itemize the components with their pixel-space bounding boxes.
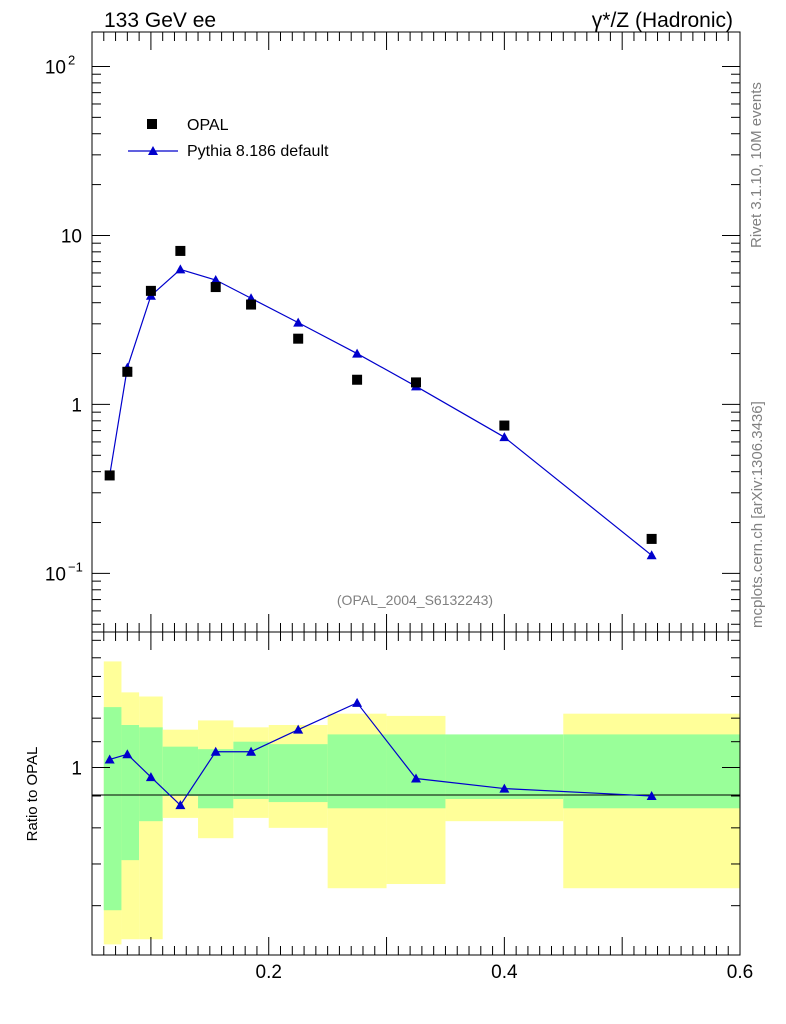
opal-point <box>122 366 133 377</box>
pythia-point <box>175 264 186 274</box>
legend-pythia-marker <box>148 146 158 155</box>
main-y-tick-exponent: −1 <box>68 559 83 574</box>
pythia-point <box>293 317 304 327</box>
ratio-x-tick-label: 0.2 <box>256 962 282 983</box>
legend-opal-marker <box>147 119 157 129</box>
opal-point <box>246 299 257 310</box>
opal-point <box>411 377 421 388</box>
legend-opal-label: OPAL <box>187 117 229 134</box>
ratio-y-axis-label: Ratio to OPAL <box>24 747 41 842</box>
opal-point <box>293 333 304 344</box>
ratio-y-tick-label: 1 <box>71 758 82 779</box>
main-series-layer <box>104 245 657 560</box>
pythia-point <box>499 432 510 442</box>
opal-point <box>499 420 510 431</box>
ratio-pythia-point <box>122 749 133 759</box>
ratio-pythia-point <box>246 746 257 756</box>
ratio-tick-labels: 0.2 0.4 0.6 1 <box>71 758 753 983</box>
opal-point <box>175 245 186 256</box>
ratio-inner-band <box>327 734 387 809</box>
analysis-id: (OPAL_2004_S6132243) <box>337 592 493 608</box>
ratio-pythia-point <box>175 800 186 810</box>
ratio-pythia-point <box>352 697 363 707</box>
ratio-pythia-point <box>104 754 115 764</box>
main-y-tick-label: 10 <box>61 226 82 247</box>
mcplots-label: mcplots.cern.ch [arXiv:1306.3436] <box>749 401 766 628</box>
ratio-panel: 0.2 0.4 0.6 1 Ratio to OPAL <box>24 631 753 983</box>
ratio-x-tick-label: 0.4 <box>491 962 518 983</box>
pythia-point <box>352 348 363 358</box>
pythia-line <box>109 268 653 556</box>
process-label: γ*/Z (Hadronic) <box>592 9 733 32</box>
ratio-bands <box>103 661 740 945</box>
legend-pythia-label: Pythia 8.186 default <box>187 143 329 160</box>
ratio-pythia-point <box>411 773 421 783</box>
ratio-x-tick-label: 0.6 <box>727 962 753 983</box>
pythia-point <box>646 550 657 560</box>
main-y-tick-exponent: 2 <box>68 52 75 67</box>
ratio-pythia-point <box>210 746 221 756</box>
opal-point <box>646 533 657 544</box>
ratio-inner-band <box>121 725 140 861</box>
ratio-series-layer <box>104 697 657 810</box>
ratio-inner-band <box>162 746 199 796</box>
ratio-axis-ticks <box>91 632 741 956</box>
ratio-pythia-point <box>145 772 156 782</box>
main-y-tick-label: 1 <box>71 395 82 416</box>
energy-label: 133 GeV ee <box>104 9 216 32</box>
ratio-pythia-point <box>293 724 304 734</box>
ratio-inner-band <box>198 749 234 809</box>
legend: OPAL Pythia 8.186 default <box>128 117 329 160</box>
ratio-inner-band <box>268 744 328 803</box>
pythia-point <box>210 275 221 285</box>
main-y-tick-label: 10 <box>45 564 66 585</box>
opal-point <box>210 282 221 293</box>
ratio-inner-band <box>386 734 446 809</box>
main-y-tick-label: 10 <box>45 57 66 78</box>
ratio-inner-band <box>103 707 122 911</box>
opal-point <box>352 374 363 385</box>
opal-point <box>104 470 115 481</box>
rivet-label: Rivet 3.1.10, 10M events <box>748 82 765 248</box>
opal-point <box>145 285 156 296</box>
ratio-frame <box>91 631 741 956</box>
ratio-pythia-point <box>499 783 510 793</box>
ratio-pythia-point <box>646 790 657 800</box>
